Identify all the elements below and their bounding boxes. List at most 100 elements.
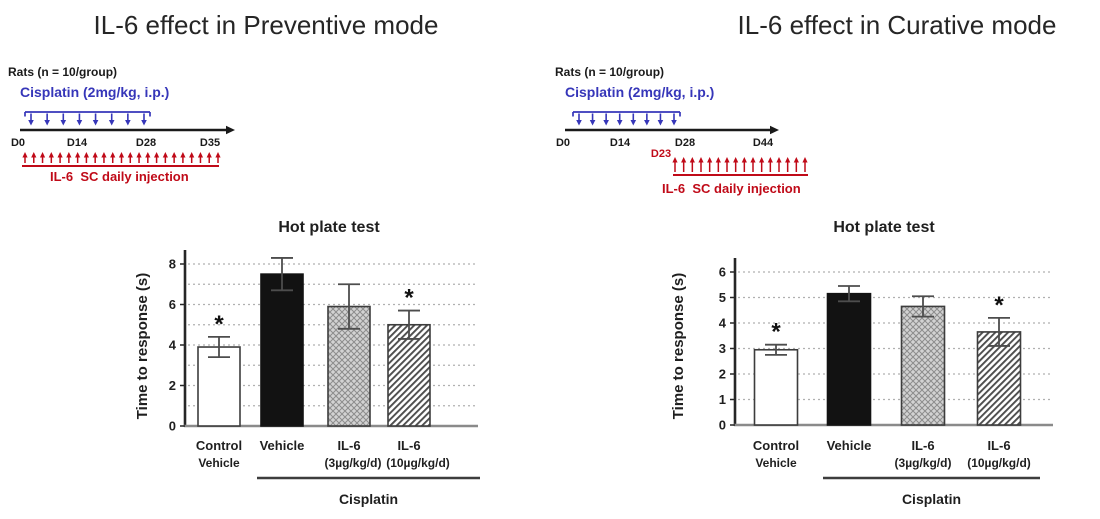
il6-dose-arrow <box>802 157 808 163</box>
error-bar <box>208 335 230 359</box>
svg-text:0: 0 <box>719 418 726 433</box>
time-axis <box>565 125 779 135</box>
hot-plate-chart-curative: 0 1 2 3 4 5 6 Hot plate test Time to response (s… <box>670 219 1053 507</box>
il6-dose-arrow <box>57 152 63 158</box>
panel-title-preventive: IL-6 effect in Preventive mode <box>93 10 439 40</box>
il6-dose-arrow <box>724 157 730 163</box>
bar-control-vehicle <box>753 348 799 426</box>
cisplatin-injection-bracket <box>24 111 151 126</box>
bar-il-6-(3µg/kg/d) <box>900 305 946 426</box>
il6-dose-arrow <box>741 157 747 163</box>
bar-vehicle <box>260 273 304 427</box>
il6-dose-arrow <box>707 157 713 163</box>
bar-il-6-(10µg/kg/d) <box>387 323 431 427</box>
cisplatin-label: Cisplatin (2mg/kg, i.p.) <box>565 84 715 100</box>
il6-dose-arrow <box>189 152 195 158</box>
error-bar <box>271 257 293 292</box>
il6-injection-label: IL-6 SC daily injection <box>662 181 801 196</box>
svg-text:1: 1 <box>719 392 726 407</box>
y-tick-labels: 0 2 4 6 8 <box>169 257 185 434</box>
il6-dose-arrow <box>206 152 212 158</box>
il6-dose-arrow <box>127 152 133 158</box>
il6-dose-arrow <box>767 157 773 163</box>
day-label-d28: D28 <box>674 137 696 149</box>
error-bar <box>988 316 1010 347</box>
il6-dose-arrow <box>698 157 704 163</box>
il6-dose-arrow <box>672 157 678 163</box>
svg-text:2: 2 <box>719 367 726 382</box>
category-label: (10µg/kg/d) <box>386 456 450 470</box>
day-label-d14: D14 <box>66 137 88 149</box>
category-label: Control <box>196 438 242 453</box>
significance-asterisk: * <box>994 292 1004 319</box>
il6-dose-arrow <box>171 152 177 158</box>
svg-text:2: 2 <box>169 378 176 393</box>
day-label-d28: D28 <box>135 137 157 149</box>
significance-asterisk: * <box>404 285 414 312</box>
error-bar <box>912 295 934 318</box>
significance-asterisk: * <box>214 311 224 338</box>
day-label-d0: D0 <box>10 137 26 149</box>
y-axis-label: Time to response (s) <box>134 273 151 419</box>
il6-injection-label: IL-6 SC daily injection <box>50 169 189 184</box>
day-label-d35: D35 <box>199 137 221 149</box>
timeline-diagram-preventive <box>20 111 235 167</box>
bar-control-vehicle <box>197 346 241 427</box>
panel-curative: IL-6 effect in Curative mode Rats (n = 1… <box>550 0 1100 519</box>
il6-dose-arrow <box>39 152 46 158</box>
il6-dose-arrow <box>180 152 186 158</box>
category-label: (3µg/kg/d) <box>895 456 952 470</box>
il6-dose-arrow <box>750 157 756 163</box>
category-label: (3µg/kg/d) <box>325 456 382 470</box>
il6-dose-arrow <box>776 157 782 163</box>
il6-dose-arrow <box>83 152 90 158</box>
il6-dose-arrow <box>101 152 107 158</box>
subjects-label: Rats (n = 10/group) <box>555 65 665 79</box>
il6-start-day-tag: D23 <box>650 148 672 160</box>
category-label: Vehicle <box>827 438 872 453</box>
chart-title: Hot plate test <box>278 219 380 236</box>
il6-dose-arrow <box>92 152 98 158</box>
subjects-label: Rats (n = 10/group) <box>8 65 118 79</box>
day-label-d0: D0 <box>555 137 571 149</box>
il6-dose-arrow <box>110 152 116 158</box>
svg-text:4: 4 <box>719 316 727 331</box>
category-label: IL-6 <box>397 438 420 453</box>
svg-text:5: 5 <box>719 290 726 305</box>
group-label: Cisplatin <box>339 491 398 507</box>
category-label: IL-6 <box>911 438 934 453</box>
il6-dose-arrow <box>215 152 221 158</box>
il6-dose-arrow <box>153 152 160 158</box>
error-bar <box>398 309 420 340</box>
error-bar <box>765 343 787 356</box>
panel-title-curative: IL-6 effect in Curative mode <box>737 10 1057 40</box>
il6-dose-arrow <box>22 152 28 158</box>
il6-dose-arrow <box>733 157 739 163</box>
timeline-diagram-curative <box>565 111 808 176</box>
svg-text:4: 4 <box>169 338 177 353</box>
category-label: Vehicle <box>755 456 797 470</box>
chart-title: Hot plate test <box>833 219 935 236</box>
svg-text:6: 6 <box>719 265 726 280</box>
hot-plate-chart-preventive: 0 2 4 6 8 Hot plate test Time to response (s) *… <box>134 219 480 507</box>
il6-dose-arrow <box>48 152 54 158</box>
y-axis-label: Time to response (s) <box>670 273 687 419</box>
svg-text:3: 3 <box>719 341 726 356</box>
svg-text:0: 0 <box>169 419 176 434</box>
y-tick-labels: 0 1 2 3 4 5 6 <box>719 265 735 433</box>
category-label: Control <box>753 438 799 453</box>
il6-dose-arrow <box>136 152 142 158</box>
time-axis-arrowhead <box>770 125 779 135</box>
time-axis-arrowhead <box>226 125 235 135</box>
il6-dose-arrow <box>759 157 765 163</box>
il6-dose-arrow <box>145 152 151 158</box>
time-axis <box>20 125 235 135</box>
significance-asterisk: * <box>771 319 781 346</box>
il6-dose-arrow <box>197 152 204 158</box>
svg-text:6: 6 <box>169 297 176 312</box>
category-label: (10µg/kg/d) <box>967 456 1031 470</box>
il6-dose-arrow <box>715 157 721 163</box>
il6-dose-arrow <box>793 157 799 163</box>
il6-dose-arrow <box>785 157 791 163</box>
